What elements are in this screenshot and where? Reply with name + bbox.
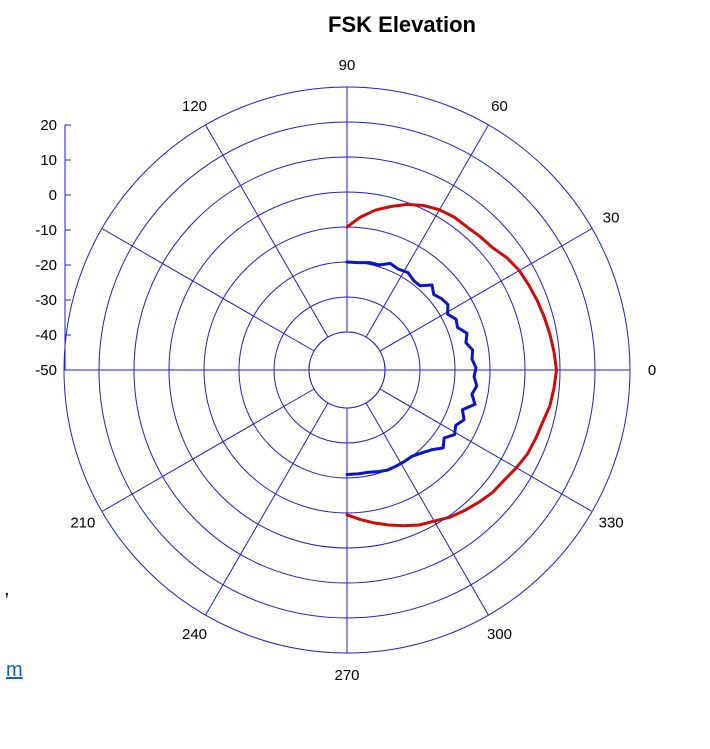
radial-tick-label: -20 bbox=[35, 257, 57, 274]
angle-tick-label: 120 bbox=[182, 98, 207, 115]
angle-tick-label: 300 bbox=[487, 626, 512, 643]
grid-spoke bbox=[101, 388, 315, 512]
radial-tick-label: 20 bbox=[40, 117, 57, 134]
radial-tick-label: -30 bbox=[35, 292, 57, 309]
angle-tick-label: 30 bbox=[603, 210, 620, 227]
radial-tick-label: -40 bbox=[35, 327, 57, 344]
grid-spoke bbox=[365, 124, 489, 338]
grid-spoke bbox=[205, 402, 329, 616]
radial-tick-label: -50 bbox=[35, 362, 57, 379]
link-fragment[interactable]: m bbox=[6, 659, 23, 681]
grid-spoke bbox=[205, 124, 329, 338]
series-line-1 bbox=[345, 202, 558, 528]
chart-title: FSK Elevation bbox=[328, 12, 476, 37]
angle-tick-label: 210 bbox=[70, 515, 95, 532]
data-series bbox=[345, 202, 558, 528]
grid-spoke bbox=[365, 402, 489, 616]
radial-tick-label: -10 bbox=[35, 222, 57, 239]
text-fragment-comma: , bbox=[4, 578, 10, 600]
angle-tick-label: 60 bbox=[491, 98, 508, 115]
angle-tick-label: 270 bbox=[334, 667, 359, 684]
grid-spoke bbox=[379, 228, 593, 352]
grid-spoke bbox=[101, 228, 315, 352]
series-line-2 bbox=[345, 260, 479, 476]
polar-grid bbox=[63, 86, 631, 654]
angle-tick-label: 330 bbox=[599, 515, 624, 532]
angle-tick-label: 90 bbox=[339, 57, 356, 74]
grid-spoke bbox=[379, 388, 593, 512]
angle-tick-label: 240 bbox=[182, 626, 207, 643]
angle-tick-label: 0 bbox=[648, 362, 656, 379]
radial-tick-label: 0 bbox=[49, 187, 57, 204]
tick-labels: 20 10 0 -10 -20 -30 -40 -50 0 30 60 90 120 210 240 270 3… bbox=[35, 57, 656, 684]
radial-tick-label: 10 bbox=[40, 152, 57, 169]
